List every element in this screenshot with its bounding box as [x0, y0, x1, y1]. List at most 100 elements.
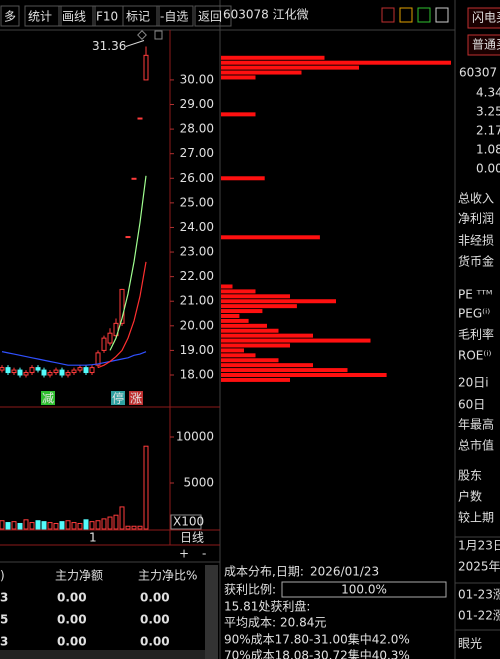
moving-average-line: [109, 175, 147, 351]
table-cell: 3: [0, 591, 8, 605]
chip-bar: [221, 333, 313, 338]
side-label: 眼光: [458, 637, 482, 651]
toolbar-icon[interactable]: [417, 7, 431, 23]
side-code: 60307: [459, 66, 497, 80]
y-tick-label: 23.00: [180, 245, 214, 259]
buy-button-label[interactable]: 普通买: [472, 38, 500, 52]
candle-body: [11, 369, 17, 374]
volume-unit: X100: [173, 515, 204, 529]
side-scale: 2.17: [476, 124, 500, 138]
toolbar-button[interactable]: 画线: [62, 10, 86, 24]
zoom-in[interactable]: +: [179, 547, 189, 561]
tag: 减: [42, 392, 54, 406]
toolbar-button[interactable]: 返回: [198, 10, 222, 24]
chip-bar: [221, 323, 267, 328]
chip-bar: [221, 338, 371, 343]
toolbar-button[interactable]: F10: [96, 10, 118, 24]
candle-body: [29, 367, 35, 374]
toolbar-button-frame[interactable]: [58, 5, 96, 27]
side-label: PE ᵀᵀᴹ: [458, 288, 492, 302]
candle-body: [53, 369, 59, 374]
y-tick-label: 21.00: [180, 294, 214, 308]
stock-title: 603078 江化微: [223, 8, 309, 22]
high-arrow: [125, 40, 145, 47]
side-label: 01-22涨: [458, 608, 500, 623]
candle-body: [23, 372, 29, 376]
toolbar-button-frame[interactable]: [24, 5, 62, 27]
candle-body: [137, 117, 143, 120]
toolbar-button-frame[interactable]: [194, 5, 232, 27]
chip-bar: [221, 313, 240, 318]
y-tick-label: 28.00: [180, 122, 214, 136]
y-tick-label: 29.00: [180, 97, 214, 111]
toolbar-button-frame[interactable]: [0, 5, 20, 27]
candle-body: [143, 54, 149, 81]
toolbar-button[interactable]: 多: [4, 10, 16, 24]
volume-bar: [65, 520, 71, 530]
chip-bar: [221, 304, 297, 309]
buy-button[interactable]: [467, 7, 500, 29]
scrollbar[interactable]: [205, 565, 218, 659]
candle-body: [83, 367, 89, 374]
toolbar-button[interactable]: 标记: [126, 10, 150, 24]
side-scale: 4.34: [476, 86, 500, 100]
table-cell: 0.00: [57, 613, 87, 627]
toolbar-button[interactable]: -自选: [160, 10, 188, 24]
table-header: 主力净比%: [138, 569, 197, 583]
side-label: 毛利率: [458, 327, 494, 342]
candle-body: [5, 367, 11, 374]
volume-bar: [125, 525, 131, 530]
cursor-index: 1: [89, 531, 97, 545]
toolbar-icon[interactable]: [435, 7, 449, 23]
y-tick-label: 19.00: [180, 343, 214, 357]
toolbar-icon[interactable]: [381, 7, 395, 23]
cost-profit-label: 获利比例:: [224, 583, 276, 597]
cost-line: 90%成本17.80-31.00集中42.0%: [224, 632, 410, 647]
chip-bar: [221, 112, 256, 117]
candle-body: [107, 332, 113, 344]
toolbar-button[interactable]: 统计: [28, 10, 52, 24]
chip-bar: [221, 328, 279, 333]
zoom-out[interactable]: -: [202, 547, 206, 561]
volume-bar: [89, 521, 95, 530]
volume-bar: [29, 522, 35, 530]
volume-bar: [23, 519, 29, 530]
chip-bar: [221, 358, 279, 363]
candle-body: [119, 288, 125, 324]
volume-bar: [143, 445, 149, 530]
table-cell: 0.00: [140, 613, 170, 627]
chip-bar: [221, 294, 290, 299]
candle-body: [71, 369, 77, 374]
cost-avg-value: 20.84元: [280, 616, 326, 630]
cost-title: 成本分布,日期:: [224, 565, 304, 579]
toolbar-button-frame[interactable]: [122, 5, 160, 27]
toolbar-icon[interactable]: [399, 7, 413, 23]
marker: [154, 30, 163, 40]
table-header: ): [0, 569, 5, 583]
buy-button-label[interactable]: 闪电买: [472, 11, 500, 25]
chip-bar: [221, 75, 256, 80]
toolbar-button-frame[interactable]: [156, 5, 194, 27]
side-label: 净利润: [458, 212, 494, 226]
table-header: 主力净额: [55, 569, 103, 583]
y-tick-label: 30.00: [180, 72, 214, 86]
y-tick-label: 5000: [183, 475, 214, 489]
chip-bar: [221, 176, 265, 181]
chip-bar: [221, 65, 359, 70]
chip-bar: [221, 284, 233, 289]
side-label: 01-23涨: [458, 587, 500, 602]
candle-body: [101, 337, 107, 351]
table-cell: 5: [0, 613, 8, 627]
table-cell: 0.00: [140, 635, 170, 649]
volume-bar: [59, 521, 65, 530]
buy-button[interactable]: [467, 34, 500, 56]
side-label: 60日: [458, 398, 485, 412]
tag-box: [41, 391, 55, 405]
chip-bar: [221, 289, 256, 294]
side-scale: 1.08: [476, 143, 500, 157]
candle-body: [89, 367, 95, 374]
volume-bar: [41, 521, 47, 530]
cost-profit-value: 100.0%: [341, 583, 387, 597]
